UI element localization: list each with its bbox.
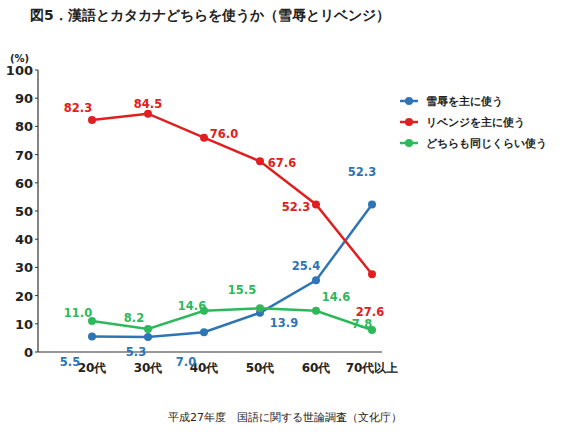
series-point xyxy=(200,328,208,336)
legend-label: リベンジを主に使う xyxy=(426,116,525,129)
data-label: 5.3 xyxy=(126,345,146,359)
series-point xyxy=(144,333,152,341)
y-tick-label: 20 xyxy=(15,289,33,304)
x-tick-label: 70代以上 xyxy=(346,361,399,375)
legend-marker xyxy=(405,97,413,105)
source: 平成27年度 国語に関する世論調査（文化庁） xyxy=(168,411,402,424)
series-point xyxy=(256,304,264,312)
y-tick-label: 0 xyxy=(24,345,33,360)
y-tick-label: 70 xyxy=(15,148,33,163)
series-line xyxy=(92,114,372,274)
y-tick-label: 30 xyxy=(15,260,33,275)
x-axis xyxy=(38,351,382,352)
series-point xyxy=(144,110,152,118)
legend-label: どちらも同じくらい使う xyxy=(426,137,547,150)
y-tick-label: 50 xyxy=(15,204,33,219)
data-label: 14.6 xyxy=(322,290,350,304)
data-label: 82.3 xyxy=(64,101,92,115)
series-point xyxy=(88,332,96,340)
data-label: 76.0 xyxy=(210,127,238,141)
series-point xyxy=(368,270,376,278)
data-label: 7.8 xyxy=(352,317,372,331)
data-label: 15.5 xyxy=(228,283,256,297)
series-point xyxy=(200,134,208,142)
series-point xyxy=(256,157,264,165)
legend-label: 雪辱を主に使う xyxy=(426,95,503,108)
y-tick-label: 100 xyxy=(6,63,33,78)
series-line xyxy=(92,205,372,338)
series-point xyxy=(88,116,96,124)
data-label: 8.2 xyxy=(124,311,144,325)
data-label: 25.4 xyxy=(292,259,320,273)
data-label: 13.9 xyxy=(270,316,298,330)
data-label: 67.6 xyxy=(268,156,296,170)
data-label: 7.0 xyxy=(176,355,196,369)
x-tick-label: 50代 xyxy=(246,361,275,375)
series-point xyxy=(312,307,320,315)
plot-area xyxy=(88,110,376,341)
y-tick-label: 80 xyxy=(15,119,33,134)
series-point xyxy=(312,276,320,284)
data-label: 11.0 xyxy=(64,306,92,320)
x-tick-label: 30代 xyxy=(134,361,163,375)
chart: 図5．漢語とカタカナどちらを使うか（雪辱とリベンジ）(%)01020304050… xyxy=(0,0,570,436)
x-tick-label: 20代 xyxy=(78,361,107,375)
y-tick-label: 90 xyxy=(15,91,33,106)
legend-marker xyxy=(405,118,413,126)
x-tick-label: 60代 xyxy=(302,361,331,375)
data-label: 52.3 xyxy=(348,165,376,179)
data-label: 84.5 xyxy=(134,97,162,111)
series-point xyxy=(144,325,152,333)
y-tick-label: 10 xyxy=(15,317,33,332)
data-label: 52.3 xyxy=(282,200,310,214)
legend-marker xyxy=(405,139,413,147)
series-point xyxy=(368,201,376,209)
y-tick-label: 60 xyxy=(15,176,33,191)
series-point xyxy=(312,201,320,209)
y-axis xyxy=(37,70,38,352)
data-label: 5.5 xyxy=(60,355,80,369)
data-label: 14.6 xyxy=(178,299,206,313)
series-line xyxy=(92,308,372,330)
y-tick-label: 40 xyxy=(15,232,33,247)
title: 図5．漢語とカタカナどちらを使うか（雪辱とリベンジ） xyxy=(30,7,390,24)
